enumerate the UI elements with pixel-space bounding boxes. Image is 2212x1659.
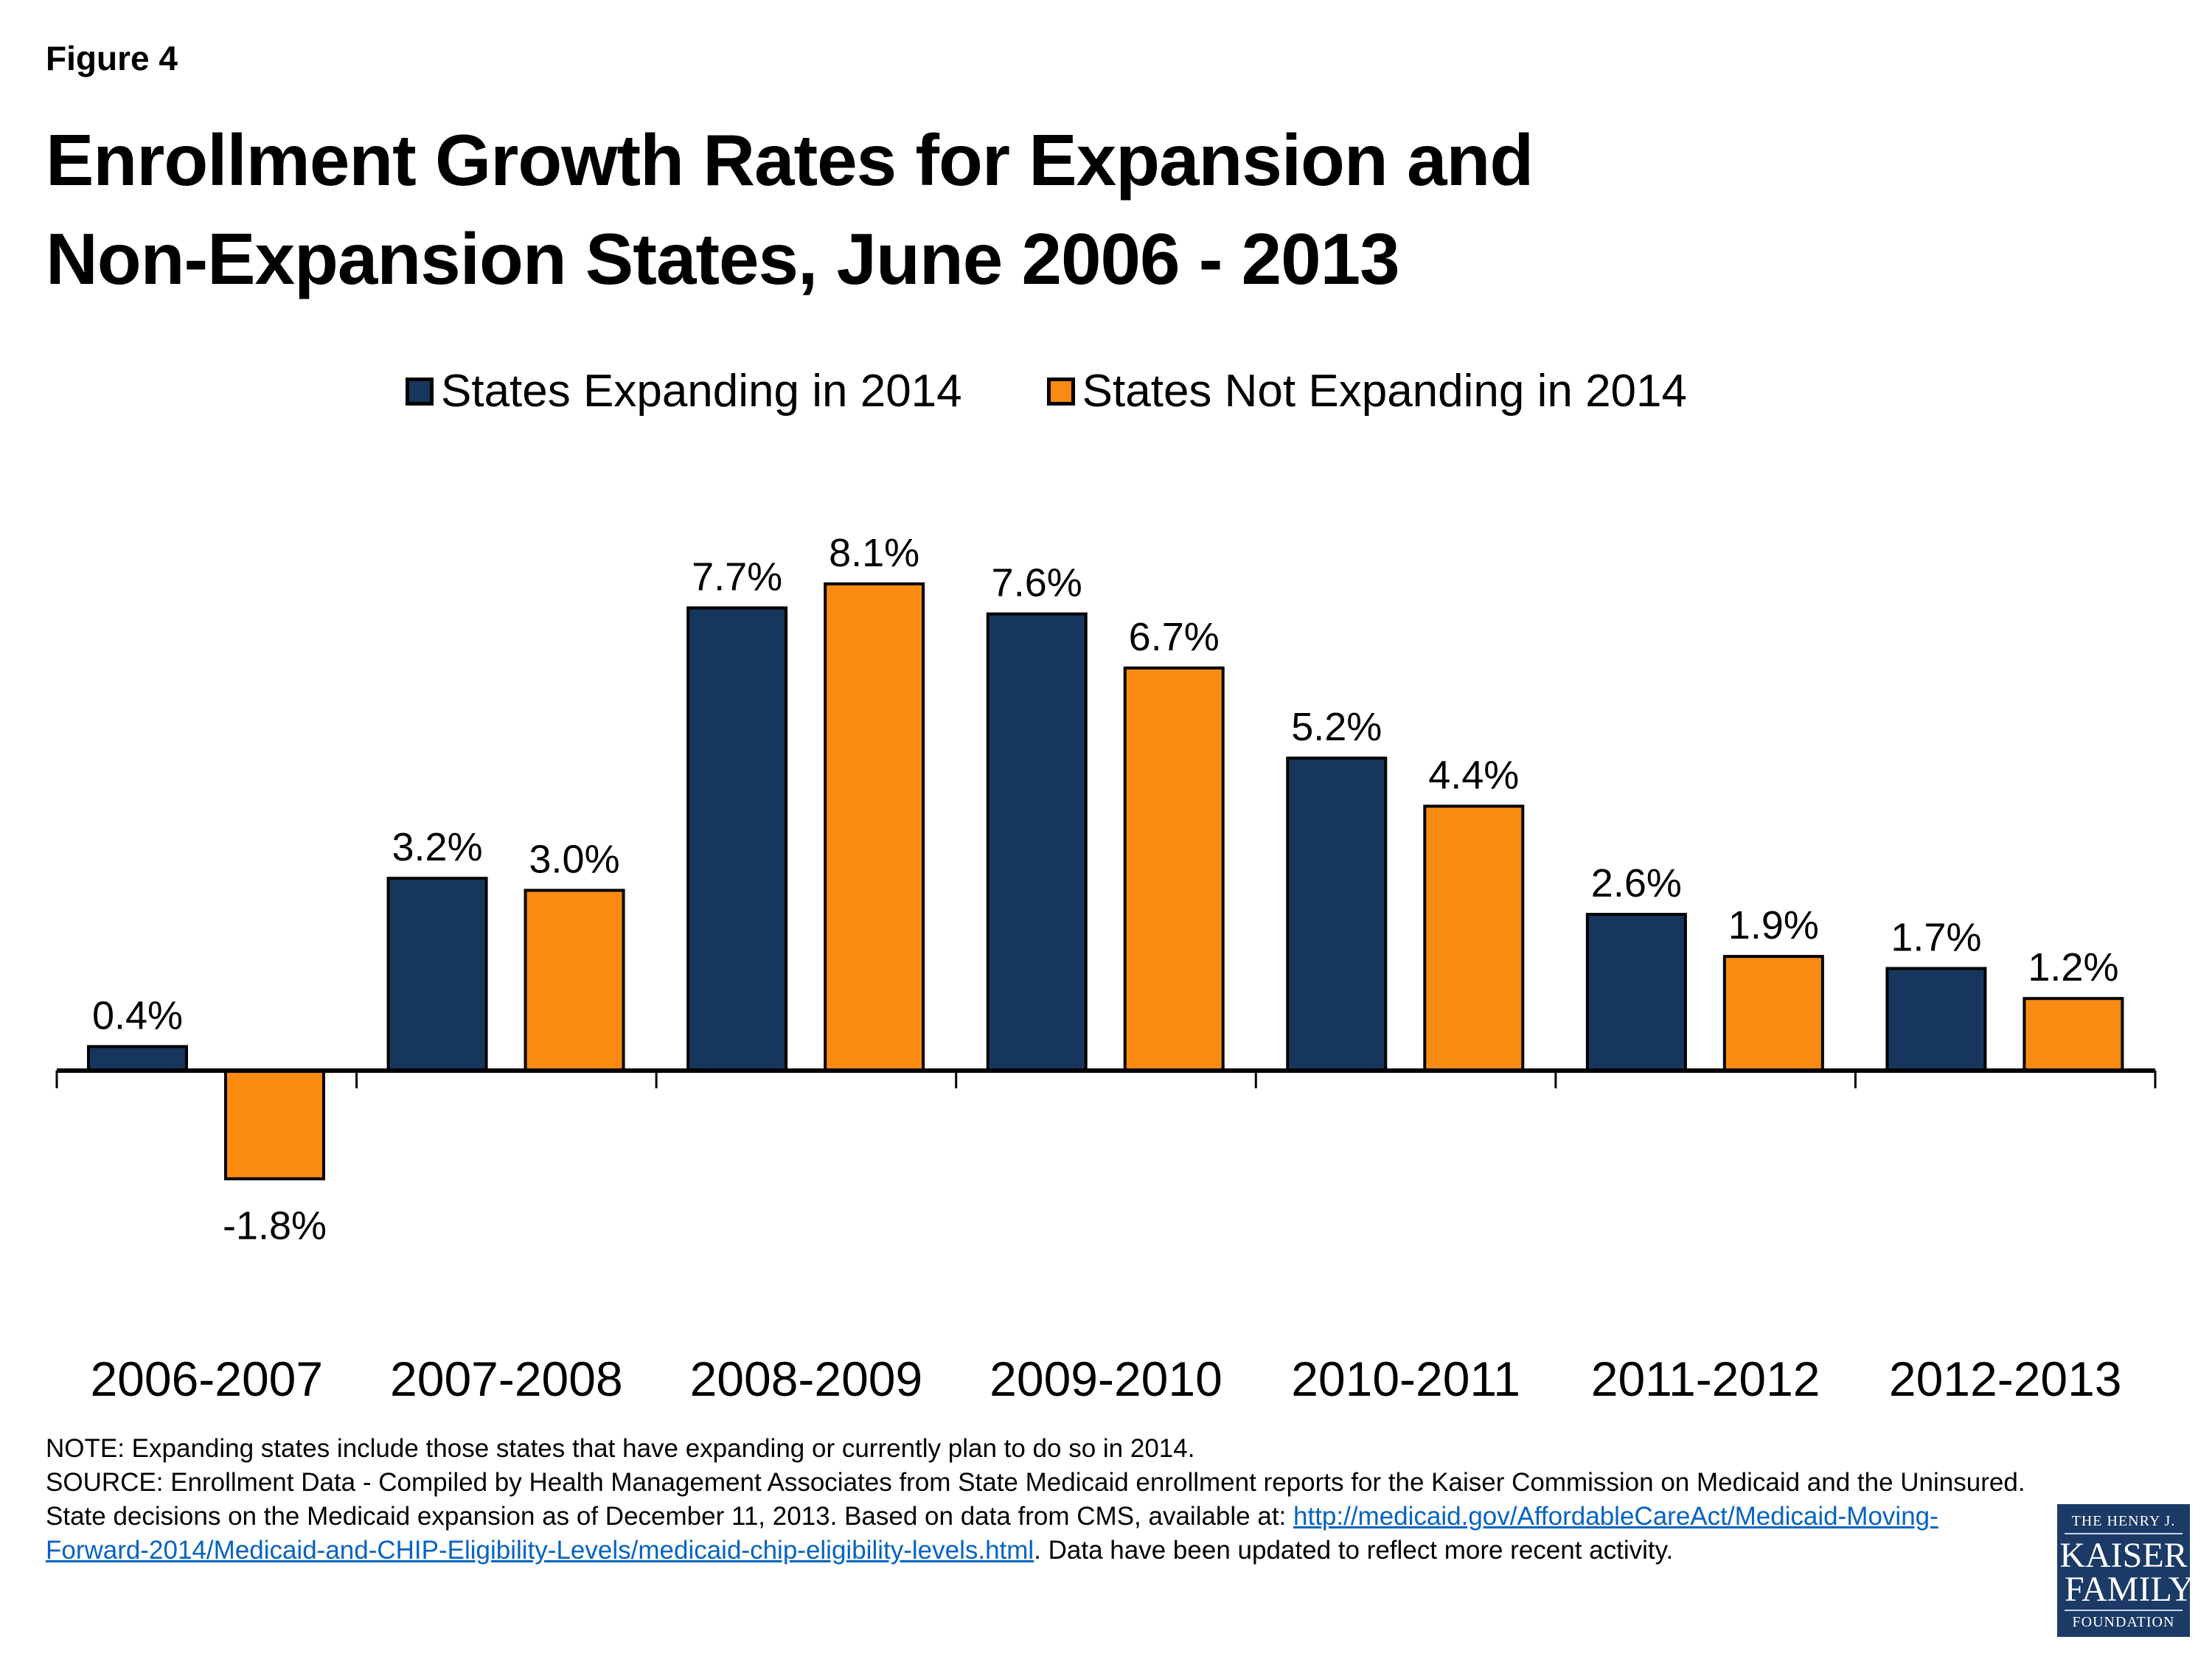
bar-expanding-2007-2008 (386, 877, 488, 1072)
bar-expanding-2011-2012 (1585, 913, 1687, 1072)
title-line-2: Non-Expansion States, June 2006 - 2013 (46, 218, 1400, 299)
data-label: 0.4% (92, 993, 183, 1037)
figure-label: Figure 4 (46, 39, 178, 77)
legend-item-not-expanding: States Not Expanding in 2014 (1046, 365, 1688, 417)
legend-swatch-not-expanding (1046, 377, 1075, 406)
bar-not-expanding-2009-2010 (1123, 666, 1225, 1072)
bar-not-expanding-2010-2011 (1423, 804, 1525, 1073)
x-tick-label: 2011-2012 (1591, 1352, 1820, 1406)
data-label: 4.4% (1428, 753, 1519, 797)
bar-not-expanding-2011-2012 (1722, 955, 1824, 1073)
legend-label-expanding: States Expanding in 2014 (441, 366, 962, 417)
logo-line-4: FOUNDATION (2072, 1614, 2175, 1630)
data-label: 7.6% (992, 561, 1082, 605)
data-label: 8.1% (829, 531, 919, 575)
source-text: SOURCE: Enrollment Data - Compiled by He… (46, 1466, 2037, 1568)
bar-expanding-2010-2011 (1286, 757, 1388, 1072)
bar-expanding-2006-2007 (87, 1045, 188, 1073)
bar-expanding-2009-2010 (986, 612, 1088, 1072)
bar-not-expanding-2006-2007 (224, 1069, 325, 1180)
logo-line-3: FAMILY (2065, 1572, 2194, 1611)
x-tick-label: 2012-2013 (1889, 1352, 2122, 1406)
source-suffix: . Data have been updated to reflect more… (1034, 1536, 1674, 1565)
legend-item-expanding: States Expanding in 2014 (406, 365, 962, 417)
data-label: 1.7% (1891, 915, 1981, 959)
bar-not-expanding-2008-2009 (824, 582, 925, 1072)
legend-swatch-expanding (406, 377, 434, 406)
note-text: NOTE: Expanding states include those sta… (46, 1434, 1195, 1463)
x-tick-label: 2006-2007 (90, 1352, 323, 1406)
x-tick-label: 2008-2009 (690, 1352, 923, 1406)
title-line-1: Enrollment Growth Rates for Expansion an… (46, 119, 1534, 201)
data-label: 6.7% (1129, 615, 1220, 659)
data-label: 3.0% (529, 838, 620, 882)
logo-line-2: KAISER (2059, 1536, 2188, 1575)
data-label: 5.2% (1291, 705, 1382, 749)
bar-expanding-2008-2009 (686, 606, 788, 1072)
bar-expanding-2012-2013 (1885, 967, 1987, 1072)
chart-title: Enrollment Growth Rates for Expansion an… (46, 111, 1963, 308)
x-tick-label: 2007-2008 (390, 1352, 623, 1406)
x-tick-label: 2010-2011 (1291, 1352, 1520, 1406)
footnotes: NOTE: Expanding states include those sta… (46, 1432, 2037, 1568)
logo-line-1: THE HENRY J. (2065, 1513, 2183, 1534)
kff-logo: THE HENRY J. KAISER FAMILY FOUNDATION (2057, 1504, 2194, 1637)
source-link[interactable]: http://medicaid.gov/AffordableCareAct/Me… (46, 1502, 1938, 1565)
data-label: 1.2% (2028, 945, 2118, 990)
data-label: 7.7% (692, 554, 782, 599)
data-label: 2.6% (1591, 861, 1682, 905)
data-label: 1.9% (1728, 903, 1819, 947)
data-label: 3.2% (392, 825, 483, 869)
legend-label-not-expanding: States Not Expanding in 2014 (1082, 366, 1688, 417)
source-prefix: SOURCE: Enrollment Data - Compiled by He… (46, 1468, 2025, 1531)
bar-chart: 0.4% 3.2% 7.7% 7.6% 5.2% 2.6% 1.7% -1.8% 3.0% 8.1… (55, 531, 2157, 1406)
bar-not-expanding-2012-2013 (2023, 997, 2124, 1072)
bar-not-expanding-2007-2008 (524, 888, 625, 1072)
x-tick-label: 2009-2010 (990, 1352, 1222, 1406)
data-label: -1.8% (223, 1204, 327, 1248)
legend: States Expanding in 2014 States Not Expa… (406, 365, 1772, 417)
